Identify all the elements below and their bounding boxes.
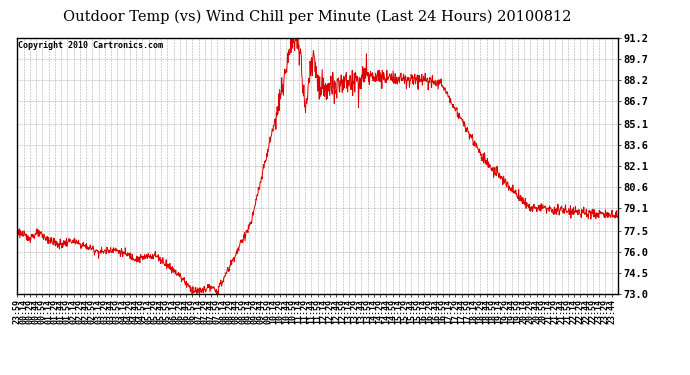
Text: Copyright 2010 Cartronics.com: Copyright 2010 Cartronics.com [19,41,164,50]
Text: Outdoor Temp (vs) Wind Chill per Minute (Last 24 Hours) 20100812: Outdoor Temp (vs) Wind Chill per Minute … [63,9,571,24]
